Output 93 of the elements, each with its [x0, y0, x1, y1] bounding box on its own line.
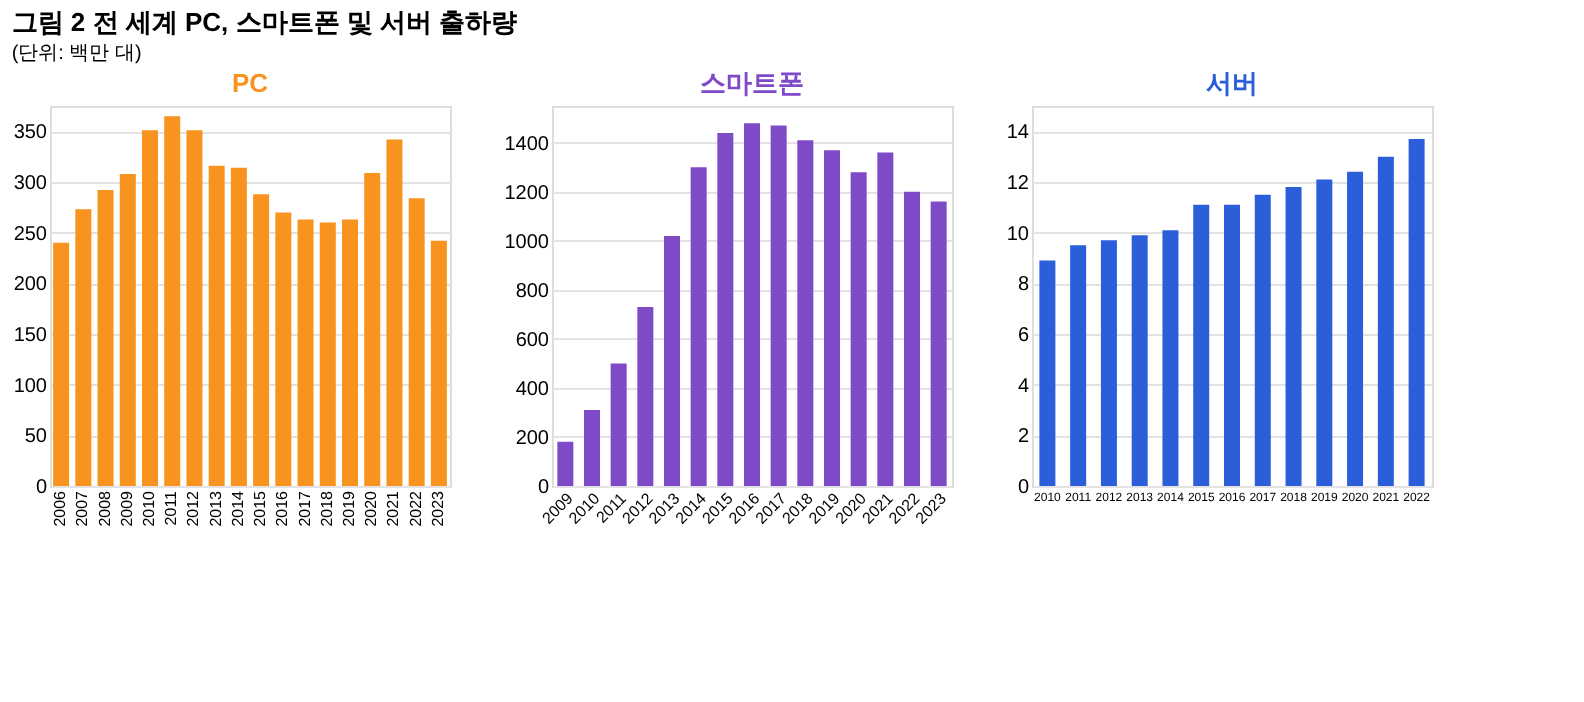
- bar: [53, 242, 70, 486]
- bar: [1254, 194, 1271, 486]
- bar: [797, 140, 814, 486]
- y-tick-label: 350: [13, 122, 48, 145]
- y-tick-label: 800: [515, 280, 550, 303]
- x-tick-label: 2014: [228, 489, 247, 527]
- bar: [319, 222, 336, 486]
- y-tick-label: 6: [1017, 325, 1030, 347]
- bar: [637, 307, 654, 486]
- bar: [1347, 171, 1364, 486]
- x-tick-label: 2017: [295, 489, 314, 527]
- x-tick-label: 2019: [340, 489, 358, 527]
- x-tick-label: 2012: [184, 489, 203, 527]
- y-tick-label: 10: [1006, 223, 1030, 246]
- bar: [1285, 187, 1302, 486]
- text: (단위: 백만 대): [11, 43, 142, 65]
- text: 그림 2 전 세계 PC, 스마트폰 및 서버 출하량: [11, 7, 518, 37]
- x-tick-label: 2023: [428, 489, 447, 527]
- bar: [342, 219, 358, 486]
- chart-title: 스마트폰: [700, 68, 804, 98]
- bar: [1100, 240, 1117, 486]
- bar: [904, 191, 920, 486]
- bar: [1316, 179, 1333, 486]
- y-tick-label: 600: [515, 329, 550, 352]
- x-tick-label: 2009: [117, 489, 136, 527]
- x-tick-label: 2020: [362, 489, 381, 527]
- y-tick-label: 4: [1017, 375, 1030, 398]
- bar: [97, 190, 114, 486]
- x-tick-label: 2008: [95, 489, 114, 527]
- x-tick-label: 2016: [273, 489, 292, 527]
- y-tick-label: 8: [1017, 274, 1030, 297]
- y-tick-label: 400: [515, 378, 550, 401]
- x-tick-label: 2006: [51, 489, 70, 527]
- y-tick-label: 200: [13, 274, 48, 297]
- y-tick-label: 1400: [504, 133, 550, 156]
- y-tick-label: 12: [1006, 173, 1030, 195]
- bar: [1377, 156, 1394, 486]
- x-tick-label: 2021: [384, 489, 403, 527]
- bar: [364, 172, 381, 486]
- bar: [208, 165, 225, 486]
- bar: [164, 116, 181, 486]
- bar: [584, 410, 600, 486]
- bar: [1070, 245, 1087, 486]
- bar: [1162, 230, 1179, 486]
- bar: [1193, 204, 1210, 486]
- bar: [142, 130, 158, 486]
- bar: [930, 201, 947, 486]
- y-tick-label: 1200: [504, 182, 550, 205]
- bar: [557, 441, 574, 486]
- bar: [430, 240, 447, 486]
- bar: [1408, 138, 1425, 486]
- y-tick-label: 0: [35, 477, 48, 499]
- x-tick-label: 2022: [406, 489, 425, 527]
- bar: [744, 123, 760, 486]
- bar: [253, 194, 270, 486]
- bar: [408, 198, 425, 486]
- y-tick-label: 250: [13, 223, 48, 246]
- bar: [119, 173, 136, 486]
- bar: [230, 167, 247, 486]
- y-tick-label: 0: [1017, 477, 1030, 499]
- y-tick-label: 1000: [504, 231, 550, 254]
- x-tick-label: 2015: [251, 489, 270, 527]
- bar: [610, 363, 627, 486]
- y-tick-label: 14: [1006, 122, 1030, 145]
- chart-title: 서버: [1206, 68, 1258, 98]
- bar: [1039, 260, 1056, 486]
- bar: [690, 167, 707, 486]
- bar: [664, 235, 680, 486]
- y-tick-label: 150: [13, 325, 48, 347]
- y-tick-label: 200: [515, 427, 550, 450]
- y-tick-label: 50: [24, 426, 48, 449]
- bar: [297, 219, 314, 486]
- bar: [824, 150, 840, 486]
- y-tick-label: 0: [537, 477, 550, 499]
- bar: [75, 209, 92, 486]
- y-tick-label: 300: [13, 173, 48, 195]
- x-tick-label: 2013: [206, 489, 225, 527]
- bar: [1224, 204, 1240, 486]
- bar: [275, 212, 292, 486]
- x-tick-label: 2011: [162, 489, 181, 526]
- x-tick-label: 2010: [140, 489, 158, 527]
- bar: [1131, 235, 1148, 486]
- y-tick-label: 100: [13, 375, 48, 398]
- bar: [717, 132, 734, 486]
- bar: [770, 125, 787, 486]
- chart-title: PC: [231, 68, 270, 98]
- y-tick-label: 2: [1017, 426, 1030, 449]
- bar: [386, 139, 403, 486]
- bar: [186, 130, 203, 486]
- bar: [850, 172, 867, 486]
- bar: [877, 152, 894, 486]
- x-tick-label: 2018: [317, 489, 336, 527]
- x-tick-label: 2007: [73, 489, 92, 527]
